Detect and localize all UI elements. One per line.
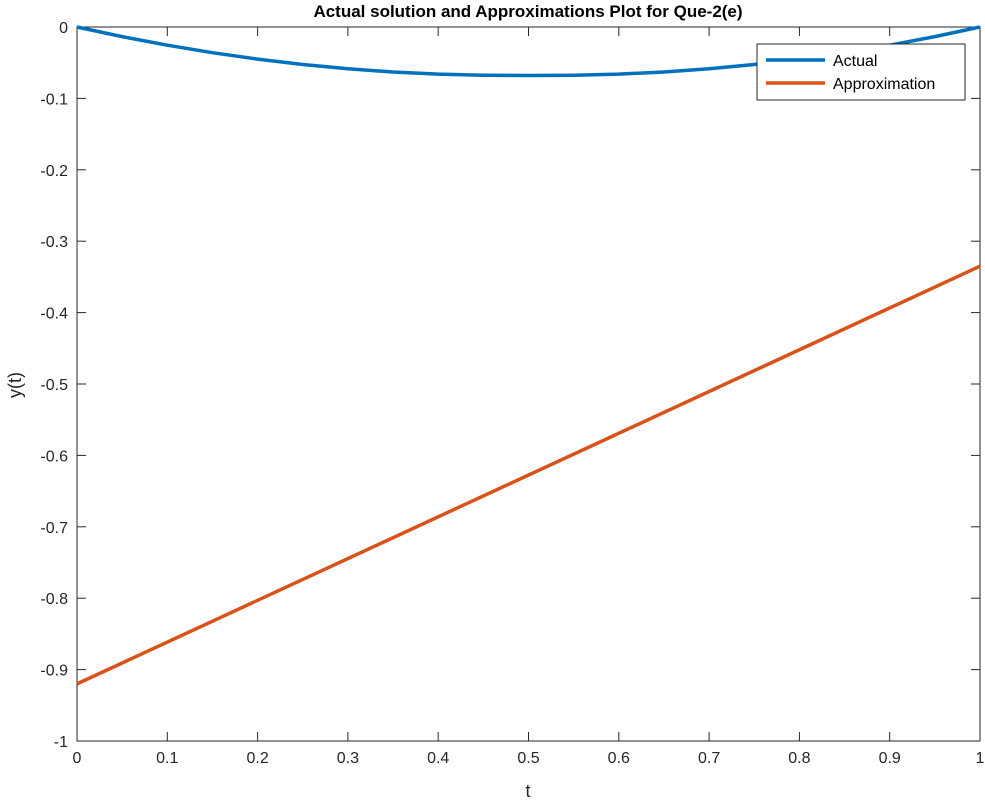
y-tick-label: -0.7 <box>40 520 68 537</box>
x-tick-label: 0.6 <box>608 750 630 767</box>
x-tick-label: 0.3 <box>337 750 359 767</box>
y-tick-label: -0.1 <box>40 91 68 108</box>
legend-label-actual: Actual <box>833 53 877 70</box>
y-tick-label: -0.3 <box>40 234 68 251</box>
y-axis-ticks: 0 -0.1 -0.2 -0.3 -0.4 -0.5 -0.6 -0.7 -0.8 -0.9 -1 <box>40 20 980 751</box>
chart-title: Actual solution and Approximations Plot … <box>313 2 742 21</box>
axes-box <box>76 26 981 742</box>
y-tick-label: -0.4 <box>40 306 68 323</box>
x-tick-label: 0.2 <box>246 750 268 767</box>
y-tick-label: 0 <box>59 20 68 37</box>
series-line-approximation <box>76 264 981 686</box>
x-tick-label: 0.4 <box>427 750 449 767</box>
x-tick-label: 0.9 <box>879 750 901 767</box>
x-axis-label: t <box>525 781 530 800</box>
x-tick-label: 1 <box>976 750 985 767</box>
x-axis-ticks: 0 0.1 0.2 0.3 0.4 0.5 0.6 0.7 0.8 0.9 1 <box>73 27 985 767</box>
legend-box <box>756 43 966 101</box>
legend-label-approximation: Approximation <box>833 76 935 93</box>
y-tick-label: -0.9 <box>40 663 68 680</box>
plot-area: 0 0.1 0.2 0.3 0.4 0.5 0.6 0.7 0.8 0.9 1 0 -0.1 -0.2 -… <box>40 20 984 767</box>
y-tick-label: -1 <box>54 734 68 751</box>
x-tick-label: 0.5 <box>517 750 539 767</box>
x-tick-label: 0.1 <box>156 750 178 767</box>
x-tick-label: 0.7 <box>698 750 720 767</box>
legend: Actual Approximation <box>756 43 966 101</box>
y-tick-label: -0.5 <box>40 377 68 394</box>
x-tick-label: 0 <box>73 750 82 767</box>
y-tick-label: -0.6 <box>40 448 68 465</box>
y-tick-label: -0.8 <box>40 591 68 608</box>
y-axis-label: y(t) <box>5 372 25 398</box>
x-tick-label: 0.8 <box>788 750 810 767</box>
y-tick-label: -0.2 <box>40 163 68 180</box>
